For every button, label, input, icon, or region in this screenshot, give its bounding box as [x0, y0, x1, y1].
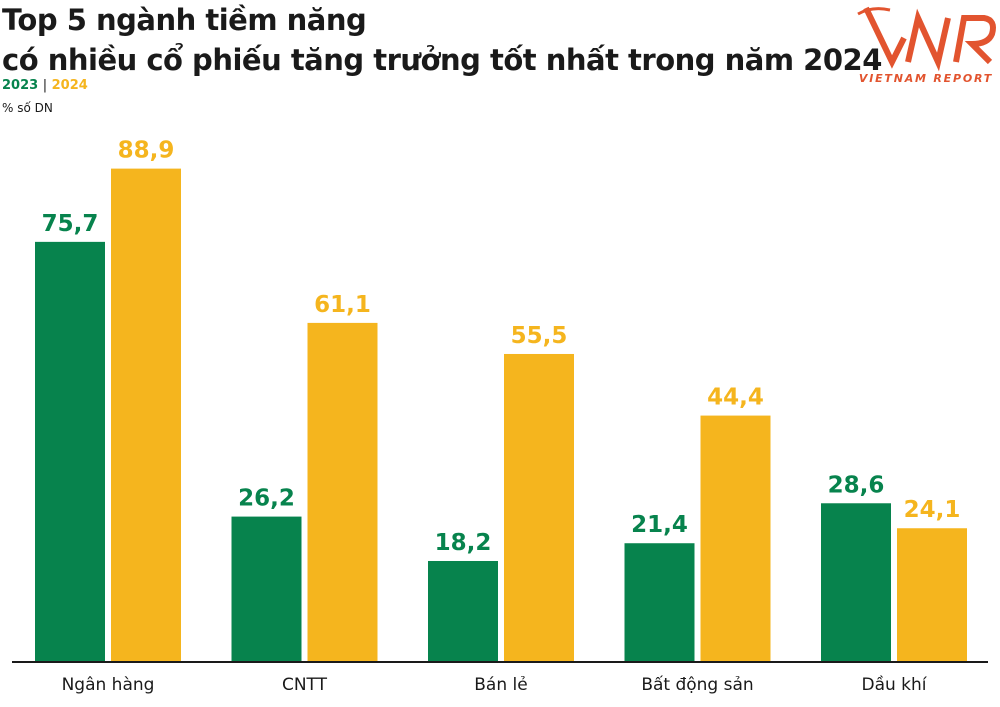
chart-title-line1: Top 5 ngành tiềm năng — [2, 3, 367, 37]
value-label-2023-0: 75,7 — [42, 211, 99, 237]
chart-title: Top 5 ngành tiềm năng có nhiều cổ phiếu … — [2, 0, 882, 80]
bar-2023-4 — [821, 503, 891, 662]
chart-legend: 2023 | 2024 — [2, 78, 88, 93]
value-label-2023-3: 21,4 — [631, 512, 688, 538]
logo-v-stroke — [863, 6, 907, 69]
bar-2024-4 — [897, 528, 967, 662]
vietnam-report-logo: VIETNAM REPORT — [852, 0, 1000, 92]
category-label-4: Dầu khí — [861, 674, 927, 695]
category-label-3: Bất động sản — [641, 674, 753, 695]
value-label-2024-1: 61,1 — [314, 292, 371, 318]
bar-2023-1 — [231, 516, 302, 662]
value-label-2023-1: 26,2 — [238, 486, 295, 512]
logo-r-stroke — [953, 15, 996, 65]
value-label-2024-0: 88,9 — [118, 138, 175, 164]
value-label-2024-4: 24,1 — [904, 497, 961, 523]
bar-2023-2 — [428, 560, 498, 662]
bar-2024-3 — [700, 415, 771, 662]
bar-2023-3 — [624, 543, 695, 662]
legend-separator: | — [42, 78, 48, 93]
bar-2024-1 — [307, 322, 378, 662]
logo-swoosh — [857, 7, 891, 16]
category-label-2: Bán lẻ — [474, 675, 527, 695]
legend-2024: 2024 — [51, 78, 88, 93]
unit-label: % số DN — [2, 101, 53, 115]
category-label-1: CNTT — [282, 675, 328, 695]
bars-group: 75,7 88,9 26,2 61,1 18,2 55,5 21,4 44,4 28,6 24,1 — [35, 138, 967, 663]
value-label-2023-4: 28,6 — [828, 472, 885, 498]
bar-2024-2 — [504, 353, 574, 662]
bar-2024-0 — [111, 168, 181, 663]
legend-2023: 2023 — [2, 78, 39, 93]
bar-2023-0 — [35, 241, 105, 663]
value-label-2023-2: 18,2 — [435, 530, 492, 556]
value-label-2024-3: 44,4 — [707, 385, 764, 411]
value-label-2024-2: 55,5 — [511, 323, 568, 349]
category-labels-group: Ngân hàng CNTT Bán lẻ Bất động sản Dầu khí — [62, 674, 928, 695]
category-label-0: Ngân hàng — [62, 675, 155, 695]
vnr-logo-mark — [857, 6, 996, 72]
logo-subtitle: VIETNAM REPORT — [858, 72, 994, 85]
chart-title-line2: có nhiều cổ phiếu tăng trưởng tốt nhất t… — [2, 43, 882, 77]
logo-n-stroke — [905, 8, 951, 72]
